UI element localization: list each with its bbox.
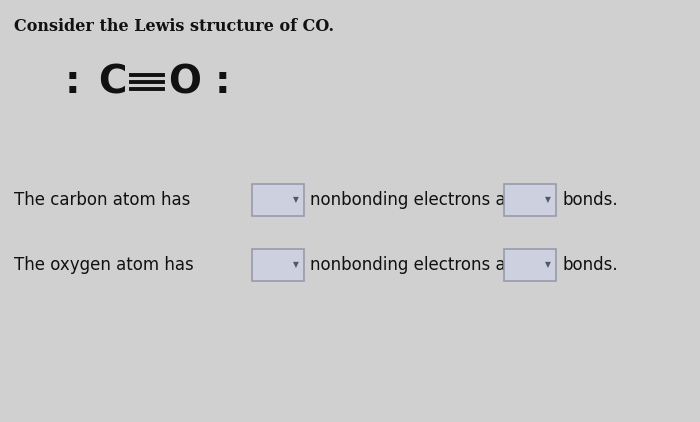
Text: nonbonding electrons and: nonbonding electrons and (310, 191, 526, 209)
Text: :: : (64, 63, 80, 101)
Text: bonds.: bonds. (562, 256, 617, 274)
Text: C: C (98, 63, 126, 101)
Text: Consider the Lewis structure of CO.: Consider the Lewis structure of CO. (14, 18, 334, 35)
Text: nonbonding electrons and: nonbonding electrons and (310, 256, 526, 274)
FancyBboxPatch shape (504, 249, 556, 281)
Text: ▼: ▼ (293, 195, 299, 205)
Text: ▼: ▼ (545, 195, 551, 205)
Text: bonds.: bonds. (562, 191, 617, 209)
Text: The carbon atom has: The carbon atom has (14, 191, 190, 209)
Text: ▼: ▼ (293, 260, 299, 270)
Text: The oxygen atom has: The oxygen atom has (14, 256, 194, 274)
FancyBboxPatch shape (504, 184, 556, 216)
FancyBboxPatch shape (252, 184, 304, 216)
FancyBboxPatch shape (252, 249, 304, 281)
Text: O: O (169, 63, 202, 101)
Text: :: : (214, 63, 230, 101)
Text: ▼: ▼ (545, 260, 551, 270)
